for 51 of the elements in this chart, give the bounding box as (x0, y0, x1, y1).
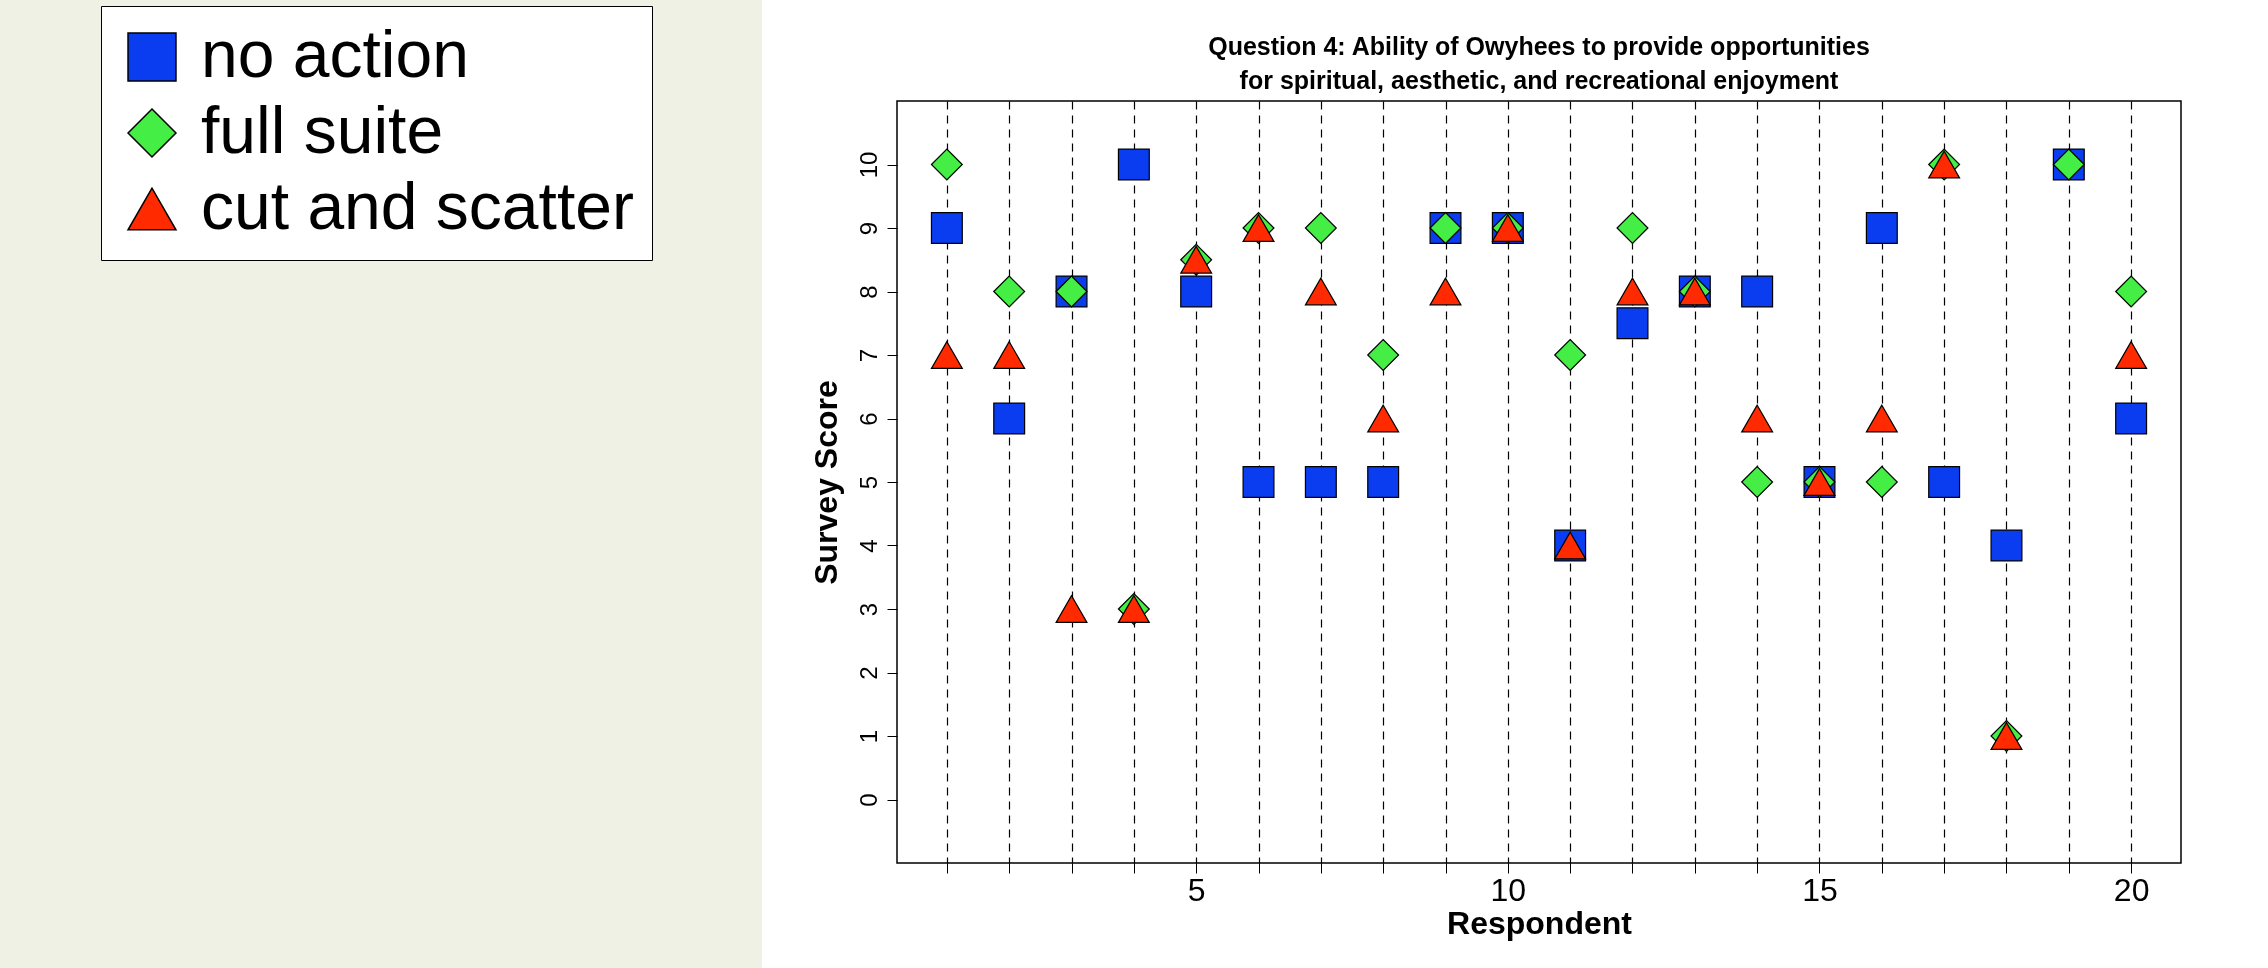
y-axis-title: Survey Score (807, 380, 844, 585)
y-tick-label: 8 (854, 285, 882, 299)
point (1865, 465, 1898, 499)
point (930, 211, 963, 245)
point (2115, 341, 2148, 369)
y-tick-label: 5 (854, 475, 882, 490)
point (1616, 211, 1649, 245)
point (1304, 277, 1337, 306)
point (1928, 465, 1961, 499)
point (1180, 275, 1213, 308)
point (1117, 148, 1150, 181)
y-tick-label: 4 (854, 539, 882, 553)
y-tick-label: 7 (854, 348, 882, 363)
point (1367, 338, 1400, 372)
y-tick-label: 2 (854, 666, 882, 680)
point (1741, 465, 1774, 499)
point (1616, 277, 1649, 306)
point (1242, 465, 1275, 499)
point (1304, 465, 1337, 499)
point (1865, 404, 1898, 433)
point (1429, 277, 1462, 306)
y-tick-label: 9 (854, 221, 882, 236)
legend-label: no action (201, 17, 469, 91)
x-tick-label: 5 (1187, 871, 1206, 908)
point (993, 341, 1026, 369)
point (930, 148, 963, 181)
point (993, 402, 1026, 435)
x-tick-label: 20 (2113, 871, 2150, 908)
legend-label: full suite (201, 93, 444, 167)
point (1741, 275, 1774, 308)
point (993, 275, 1026, 308)
legend-label: cut and scatter (201, 169, 634, 243)
point (1367, 404, 1400, 433)
y-tick-label: 10 (854, 151, 882, 179)
point (930, 341, 963, 369)
y-tick-label: 6 (854, 412, 882, 426)
point (1055, 595, 1088, 623)
point (2115, 402, 2148, 435)
y-tick-label: 0 (854, 793, 882, 807)
point (1616, 307, 1649, 340)
point (1367, 465, 1400, 499)
point (1741, 404, 1774, 433)
point (1990, 529, 2023, 562)
y-tick-label: 3 (854, 602, 882, 617)
point (2115, 275, 2148, 308)
point (1554, 338, 1587, 372)
x-tick-label: 15 (1802, 871, 1838, 908)
point (1304, 211, 1337, 245)
y-tick-label: 1 (854, 729, 882, 744)
chart-title: Question 4: Ability of Owyhees to provide opportunities for spiritual, aesthetic, and recreational enjoyment (1208, 31, 1870, 94)
point (1865, 211, 1898, 245)
